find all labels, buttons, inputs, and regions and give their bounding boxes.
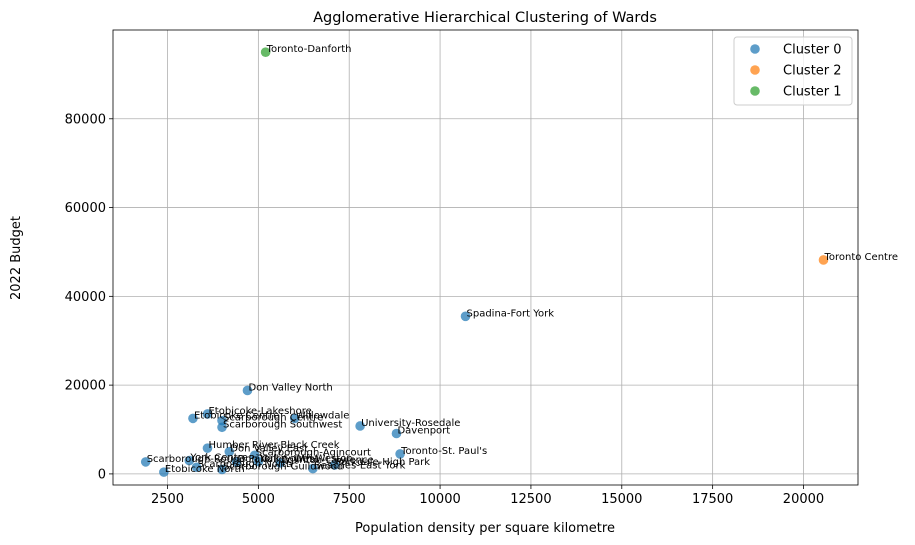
point-label: Davenport	[397, 426, 450, 437]
point-labels: Spadina-Fort York Don Valley North Etobico…	[147, 44, 898, 475]
x-axis-title: Population density per square kilometre	[355, 521, 615, 536]
point-label: Etobicoke North	[165, 464, 245, 475]
y-tick-label: 60000	[65, 201, 106, 216]
point-label: Scarborough Centre	[223, 413, 323, 424]
y-tick-label: 40000	[65, 290, 106, 305]
data-point	[818, 255, 829, 265]
legend-label: Cluster 0	[783, 43, 842, 58]
data-point	[159, 467, 169, 477]
point-label: Scarborough-Rouge Park	[147, 454, 271, 465]
data-point	[184, 455, 195, 466]
point-label: Scarborough North	[198, 459, 293, 470]
data-point	[460, 311, 471, 322]
legend-frame	[733, 36, 853, 106]
data-point	[253, 456, 264, 467]
point-label: Eglinton-Lawrence	[281, 455, 373, 466]
data-point	[217, 422, 227, 433]
point-label: University-Rosedale	[361, 418, 460, 429]
data-point	[308, 463, 318, 474]
data-point	[224, 446, 235, 457]
legend-marker	[750, 86, 760, 96]
x-tick-label: 17500	[692, 492, 733, 507]
data-point	[275, 458, 285, 468]
axis-ticks: 2500 5000 7500 10000 12500 15000 17500 20000 0 20…	[65, 112, 825, 507]
legend: Cluster 0 Cluster 2 Cluster 1	[733, 36, 853, 106]
point-label: Willowdale	[296, 410, 350, 421]
x-tick-label: 15000	[601, 492, 642, 507]
x-tick-label: 2500	[151, 492, 184, 507]
plot-area-frame	[112, 29, 859, 486]
data-point	[217, 415, 227, 426]
data-point	[202, 409, 213, 419]
x-tick-label: 5000	[242, 492, 275, 507]
data-point	[202, 443, 213, 453]
legend-marker	[750, 44, 760, 54]
x-tick-label: 10000	[419, 492, 460, 507]
data-point	[188, 413, 198, 424]
point-label: Scarborough-Agincourt	[256, 447, 371, 458]
point-label: Spadina-Fort York	[467, 308, 555, 319]
grid-lines	[113, 30, 858, 485]
data-point	[391, 428, 402, 439]
y-axis-title: 2022 Budget	[9, 216, 24, 300]
point-label: Scarborough Southwest	[223, 419, 342, 430]
legend-label: Cluster 1	[783, 85, 842, 100]
data-point	[242, 385, 253, 396]
y-tick-label: 80000	[65, 112, 106, 127]
point-label: Don Valley East	[230, 444, 308, 455]
x-tick-label: 7500	[333, 492, 366, 507]
data-point	[289, 413, 300, 424]
x-tick-label: 20000	[783, 492, 824, 507]
point-label: Humber River-Black Creek	[208, 440, 339, 451]
data-point	[231, 457, 242, 467]
data-point	[260, 47, 271, 57]
data-points	[140, 47, 829, 477]
data-point	[355, 421, 365, 431]
point-label: Don Valley North	[248, 382, 332, 393]
point-label: Scarborough-Guildwood	[223, 461, 343, 472]
point-label: Parkdale-High Park	[336, 457, 431, 468]
data-point	[191, 462, 202, 473]
point-label: York Centre	[189, 453, 247, 464]
y-tick-label: 20000	[65, 379, 106, 394]
point-label: Don Valley West	[238, 454, 319, 465]
point-label: Etobicoke Centre	[194, 410, 279, 421]
point-label: York South-Weston	[258, 453, 352, 464]
point-label: Etobicoke-Lakeshore	[208, 406, 311, 417]
chart-title: Agglomerative Hierarchical Clustering of…	[313, 10, 657, 26]
legend-label: Cluster 2	[783, 64, 842, 79]
point-label: Toronto-St. Paul's	[400, 446, 487, 457]
data-point	[217, 464, 227, 475]
data-point	[140, 457, 151, 467]
point-label: Toronto-Danforth	[266, 44, 352, 55]
data-point	[395, 449, 405, 459]
data-point	[329, 460, 340, 470]
point-label: Beaches-East York	[314, 461, 406, 472]
point-label: Toronto Centre	[823, 252, 898, 263]
y-tick-label: 0	[98, 467, 106, 482]
x-tick-label: 12500	[510, 492, 551, 507]
legend-marker	[750, 65, 760, 75]
